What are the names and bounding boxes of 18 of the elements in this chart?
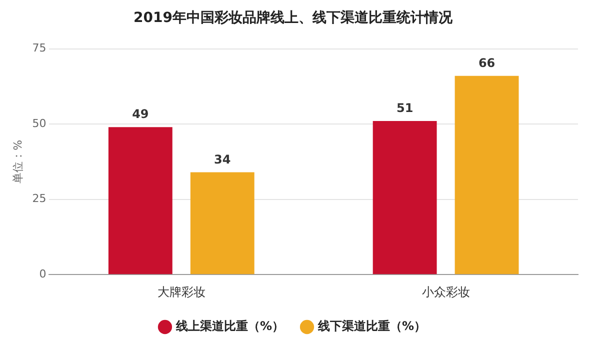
y-tick-label: 0 — [39, 267, 46, 280]
bar — [372, 121, 437, 274]
data-label: 66 — [478, 56, 496, 70]
y-axis-title: 单位：% — [11, 140, 24, 184]
chart-title: 2019年中国彩妆品牌线上、线下渠道比重统计情况 — [134, 9, 454, 26]
legend-label: 线下渠道比重（%） — [317, 319, 426, 334]
data-label: 49 — [132, 107, 149, 122]
y-tick-label: 75 — [32, 42, 46, 55]
bar — [190, 172, 254, 274]
data-label: 51 — [396, 101, 414, 116]
data-label: 34 — [214, 152, 231, 166]
bar — [108, 127, 172, 274]
y-tick-label: 50 — [32, 116, 46, 130]
bar — [454, 76, 519, 274]
y-tick-label: 25 — [32, 192, 46, 206]
x-tick-label: 大牌彩妆 — [157, 284, 206, 299]
legend-label: 线上渠道比重（%） — [174, 319, 284, 334]
x-tick-label: 小众彩妆 — [422, 284, 470, 299]
